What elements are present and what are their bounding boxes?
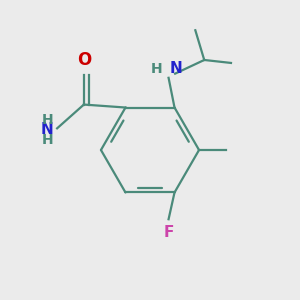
Text: N: N (41, 122, 54, 137)
Text: N: N (170, 61, 183, 76)
Text: F: F (164, 225, 174, 240)
Text: O: O (77, 52, 91, 70)
Text: H: H (151, 62, 163, 76)
Text: H: H (42, 113, 54, 127)
Text: H: H (42, 133, 54, 147)
